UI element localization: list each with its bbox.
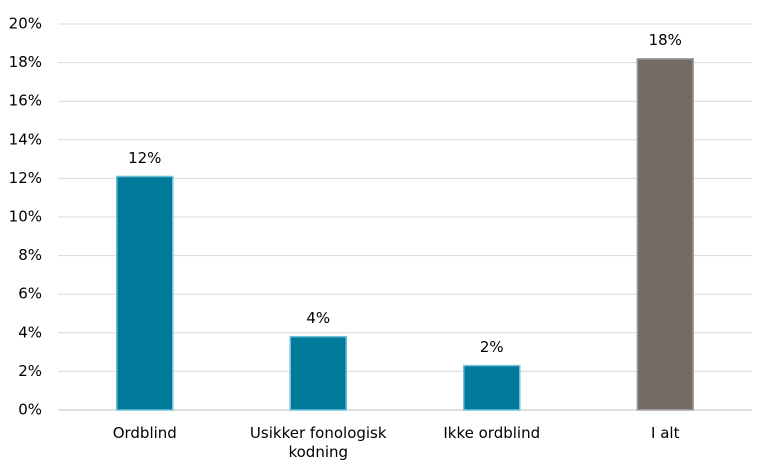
y-tick-label: 6% <box>18 285 42 303</box>
bar <box>636 57 694 411</box>
x-tick-label: Ordblind <box>112 424 177 442</box>
x-tick-label: I alt <box>651 424 680 442</box>
y-tick-label: 12% <box>9 169 42 187</box>
y-tick-label: 18% <box>9 53 42 71</box>
data-label: 18% <box>649 31 682 49</box>
x-tick-label: Ikke ordblind <box>443 424 541 442</box>
data-label: 4% <box>306 309 330 327</box>
y-tick-label: 0% <box>18 401 42 419</box>
bar <box>463 364 521 411</box>
y-tick-label: 20% <box>9 15 42 33</box>
data-label: 12% <box>128 149 161 167</box>
data-label: 2% <box>480 338 504 356</box>
y-tick-label: 14% <box>9 130 42 148</box>
y-tick-label: 2% <box>18 362 42 380</box>
y-tick-label: 8% <box>18 246 42 264</box>
y-tick-label: 16% <box>9 92 42 110</box>
x-tick-label: Usikker fonologisk kodning <box>249 424 387 461</box>
y-tick-label: 4% <box>18 323 42 341</box>
bar <box>289 335 347 411</box>
bar <box>116 175 174 411</box>
y-tick-label: 10% <box>9 208 42 226</box>
